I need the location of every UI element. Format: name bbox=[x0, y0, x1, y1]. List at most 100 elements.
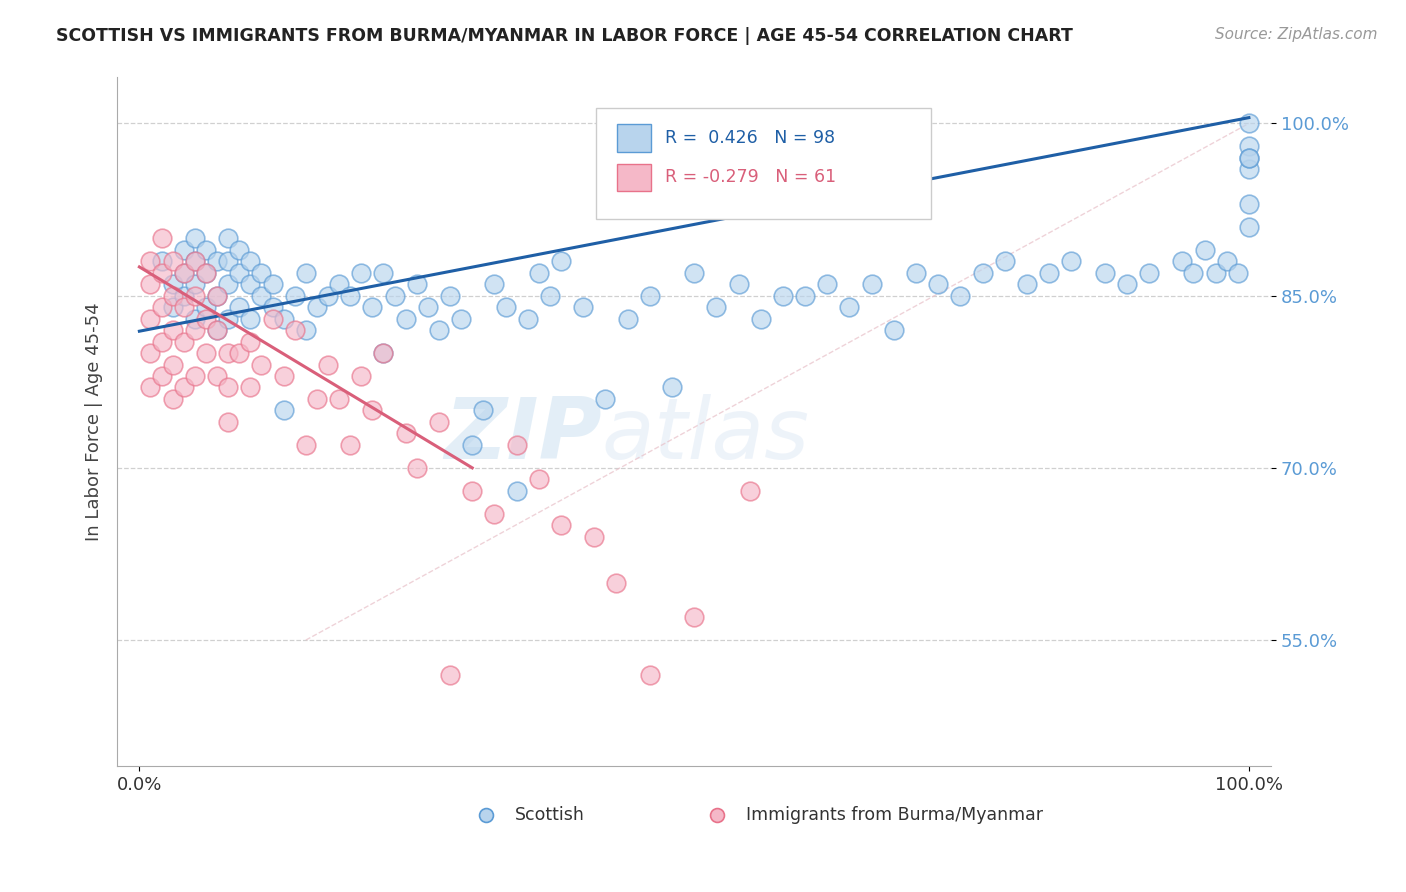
Point bbox=[516, 311, 538, 326]
Point bbox=[273, 369, 295, 384]
Point bbox=[1115, 277, 1137, 292]
Point bbox=[184, 369, 207, 384]
Point bbox=[162, 300, 184, 314]
Point bbox=[1237, 139, 1260, 153]
Point bbox=[194, 266, 217, 280]
Point bbox=[228, 243, 250, 257]
Point bbox=[194, 346, 217, 360]
Point bbox=[461, 483, 484, 498]
Point bbox=[350, 369, 373, 384]
Point bbox=[305, 300, 328, 314]
Point bbox=[205, 323, 228, 337]
Point bbox=[361, 403, 384, 417]
Point bbox=[328, 392, 350, 406]
Point bbox=[1194, 243, 1216, 257]
Point bbox=[395, 311, 418, 326]
Point bbox=[273, 403, 295, 417]
Point bbox=[384, 288, 406, 302]
Point bbox=[284, 288, 307, 302]
Point bbox=[749, 311, 772, 326]
Point bbox=[1015, 277, 1038, 292]
Point bbox=[328, 277, 350, 292]
Point bbox=[150, 231, 173, 245]
Point bbox=[427, 415, 450, 429]
Point bbox=[339, 438, 361, 452]
Point bbox=[661, 380, 683, 394]
Point bbox=[205, 288, 228, 302]
FancyBboxPatch shape bbox=[596, 109, 931, 219]
Point bbox=[495, 300, 517, 314]
Point bbox=[472, 403, 495, 417]
Point bbox=[284, 323, 307, 337]
Point bbox=[1171, 254, 1194, 268]
Point bbox=[205, 254, 228, 268]
Point bbox=[217, 254, 239, 268]
Point bbox=[405, 460, 427, 475]
Point bbox=[1226, 266, 1249, 280]
Point bbox=[538, 288, 561, 302]
Point bbox=[295, 438, 318, 452]
Point bbox=[239, 334, 262, 349]
Point bbox=[350, 266, 373, 280]
Point bbox=[184, 323, 207, 337]
Text: atlas: atlas bbox=[602, 394, 810, 477]
Point bbox=[273, 311, 295, 326]
FancyBboxPatch shape bbox=[617, 163, 651, 191]
Point bbox=[1237, 151, 1260, 165]
Point bbox=[162, 277, 184, 292]
Point bbox=[228, 346, 250, 360]
Point bbox=[1205, 266, 1227, 280]
Point bbox=[616, 311, 638, 326]
Point bbox=[250, 266, 273, 280]
Point bbox=[262, 277, 284, 292]
Point bbox=[794, 288, 817, 302]
Point bbox=[295, 266, 318, 280]
Point bbox=[139, 277, 162, 292]
Point bbox=[339, 288, 361, 302]
Point bbox=[461, 438, 484, 452]
Point bbox=[484, 507, 506, 521]
Point bbox=[194, 243, 217, 257]
Point bbox=[162, 254, 184, 268]
Point bbox=[173, 334, 195, 349]
Point bbox=[262, 311, 284, 326]
Point bbox=[205, 323, 228, 337]
Point bbox=[450, 311, 472, 326]
Point bbox=[139, 346, 162, 360]
Point bbox=[250, 358, 273, 372]
Point bbox=[427, 323, 450, 337]
Point bbox=[316, 288, 339, 302]
Point bbox=[972, 266, 994, 280]
Point bbox=[949, 288, 972, 302]
Point bbox=[239, 380, 262, 394]
Point bbox=[572, 300, 595, 314]
Point bbox=[1215, 254, 1237, 268]
Point bbox=[373, 266, 395, 280]
Point bbox=[1038, 266, 1060, 280]
Point bbox=[262, 300, 284, 314]
Point bbox=[1137, 266, 1160, 280]
Point bbox=[184, 288, 207, 302]
Point bbox=[162, 392, 184, 406]
Point bbox=[1237, 151, 1260, 165]
Point bbox=[173, 380, 195, 394]
Point bbox=[184, 254, 207, 268]
Text: R = -0.279   N = 61: R = -0.279 N = 61 bbox=[665, 169, 837, 186]
Point bbox=[194, 311, 217, 326]
Point bbox=[583, 530, 606, 544]
Point bbox=[184, 254, 207, 268]
Point bbox=[373, 346, 395, 360]
Text: Immigrants from Burma/Myanmar: Immigrants from Burma/Myanmar bbox=[747, 805, 1043, 823]
Point bbox=[1237, 162, 1260, 177]
Point bbox=[994, 254, 1017, 268]
Point bbox=[239, 277, 262, 292]
Point bbox=[173, 300, 195, 314]
Point bbox=[815, 277, 838, 292]
Point bbox=[217, 231, 239, 245]
Point bbox=[239, 311, 262, 326]
Point bbox=[772, 288, 794, 302]
Point bbox=[316, 358, 339, 372]
Point bbox=[505, 483, 527, 498]
Point bbox=[527, 472, 550, 486]
Point bbox=[505, 438, 527, 452]
